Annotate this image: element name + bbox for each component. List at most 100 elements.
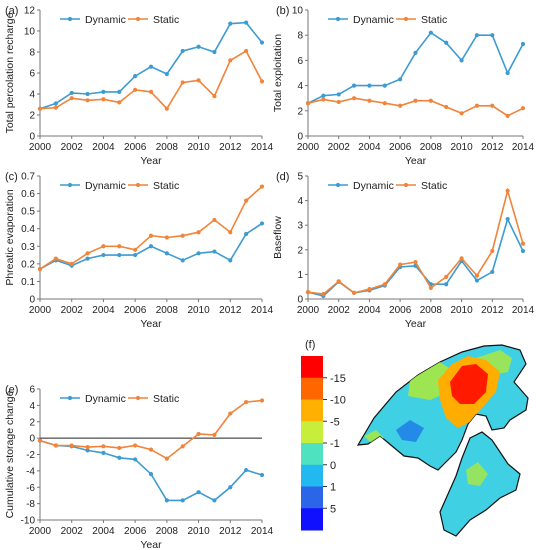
x-tick-label: 2002 — [61, 305, 84, 316]
data-point — [148, 89, 154, 94]
x-tick-label: 2006 — [124, 526, 147, 537]
data-point — [428, 285, 433, 291]
legend-color-block — [301, 421, 323, 444]
y-tick-label: 2 — [297, 245, 303, 256]
data-point — [398, 103, 403, 108]
data-point — [398, 262, 403, 267]
panel-label: (a) — [5, 5, 18, 17]
data-point — [196, 490, 201, 495]
data-point — [85, 445, 90, 450]
data-point — [133, 87, 138, 92]
legend-label: Dynamic — [85, 180, 126, 192]
chart-panel: (a) 0 2 4 6 8 10 12 2000 2002 2004 2006 2008 2010 2012… — [4, 5, 274, 167]
y-tick-label: 4 — [297, 196, 303, 207]
y-tick-label: -6 — [26, 483, 35, 494]
y-tick-label: 6 — [29, 69, 35, 80]
y-tick-label: 10 — [24, 27, 36, 38]
data-point — [37, 267, 43, 272]
data-point — [351, 290, 357, 295]
legend-marker — [135, 395, 141, 401]
data-point — [196, 431, 201, 437]
map-shape — [356, 344, 529, 537]
panel-label: (d) — [276, 171, 289, 183]
legend-tick-label: 5 — [330, 503, 336, 515]
x-tick-label: 2004 — [358, 305, 381, 316]
x-tick-label: 2002 — [328, 305, 351, 316]
x-tick-label: 2008 — [420, 142, 443, 153]
y-tick-label: 2 — [29, 111, 35, 122]
y-tick-label: 0.7 — [21, 172, 35, 183]
y-tick-label: -2 — [26, 450, 35, 461]
y-tick-label: 5 — [297, 172, 303, 183]
chart-panel: (b) 0 2 4 6 8 10 2000 2002 2004 2006 2008 2010 2012 20… — [272, 5, 535, 167]
y-tick-label: 2 — [297, 106, 303, 117]
panel-label: (b) — [276, 5, 289, 17]
data-point — [196, 251, 201, 256]
data-point — [180, 444, 185, 449]
x-tick-label: 2000 — [297, 305, 320, 316]
data-point — [85, 98, 90, 103]
data-point — [117, 244, 122, 249]
data-point — [444, 40, 449, 45]
legend-marker — [335, 182, 341, 188]
y-tick-label: 3 — [297, 221, 303, 232]
data-point — [148, 447, 154, 452]
x-tick-label: 2000 — [29, 142, 52, 153]
x-tick-label: 2006 — [389, 142, 412, 153]
data-point — [520, 41, 526, 47]
x-tick-label: 2010 — [187, 305, 210, 316]
legend-marker — [67, 16, 73, 22]
data-point — [180, 233, 185, 238]
data-point — [101, 89, 106, 94]
data-point — [413, 98, 418, 103]
y-tick-label: -8 — [26, 499, 35, 510]
y-tick-label: 8 — [29, 48, 35, 59]
data-point — [101, 97, 106, 102]
data-point — [244, 231, 249, 237]
data-point — [228, 21, 233, 26]
data-point — [490, 269, 495, 275]
legend-marker — [335, 16, 341, 22]
data-point — [259, 221, 265, 226]
data-point — [53, 443, 58, 448]
data-point — [196, 230, 201, 235]
series-line — [307, 31, 524, 104]
x-tick-label: 2002 — [328, 142, 351, 153]
data-point — [228, 258, 233, 263]
map-zone-peak — [450, 364, 488, 404]
data-point — [520, 248, 526, 254]
map-zone-mid — [466, 462, 488, 486]
data-point — [259, 79, 265, 84]
data-point — [196, 44, 201, 49]
data-point — [336, 92, 341, 97]
x-axis-label: Year — [405, 318, 427, 330]
data-point — [117, 100, 122, 105]
legend-label: Static — [153, 180, 179, 192]
data-point — [101, 252, 106, 258]
data-point — [196, 78, 201, 83]
data-point — [382, 282, 387, 287]
data-point — [505, 188, 510, 193]
x-tick-label: 2014 — [251, 526, 274, 537]
legend-label: Static — [153, 393, 179, 405]
data-point — [413, 50, 418, 55]
y-axis-label: Total percolation recharge — [4, 12, 16, 133]
x-axis-label: Year — [140, 155, 162, 167]
chart-panel: (c) 0 0.1 0.2 0.3 0.4 0.5 0.6 0.7 2000 2002 2004 200… — [4, 171, 274, 330]
data-point — [101, 450, 106, 455]
x-tick-label: 2002 — [61, 142, 84, 153]
x-tick-label: 2014 — [512, 142, 535, 153]
data-point — [444, 282, 449, 287]
y-tick-label: 0.1 — [21, 277, 35, 288]
data-point — [212, 217, 217, 223]
x-tick-label: 2004 — [92, 305, 115, 316]
x-tick-label: 2004 — [92, 142, 115, 153]
data-point — [148, 244, 154, 249]
data-point — [244, 400, 249, 405]
y-tick-label: 0 — [297, 132, 303, 143]
legend-color-block — [301, 356, 323, 379]
data-point — [148, 233, 154, 238]
